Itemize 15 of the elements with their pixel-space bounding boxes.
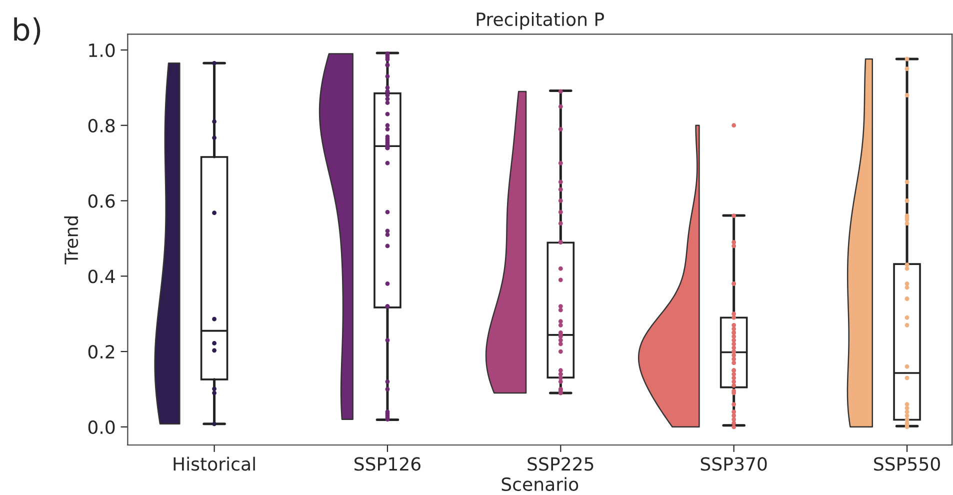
y-tick-label: 0.2 — [88, 344, 114, 359]
x-tick-label: SSP370 — [700, 457, 767, 471]
y-tick-label: 0.4 — [88, 270, 115, 284]
x-tick-label: SSP550 — [874, 457, 940, 471]
x-tick-label: SSP126 — [354, 457, 420, 471]
y-tick-label: 1.0 — [89, 43, 115, 58]
chart-title: Precipitation P — [476, 12, 604, 30]
x-tick-label: Historical — [174, 456, 255, 471]
y-tick-label: 0.6 — [88, 194, 115, 208]
y-tick-label: 0.0 — [88, 420, 115, 434]
y-tick-label: 0.8 — [88, 118, 115, 132]
x-axis-title: Scenario — [502, 477, 578, 492]
y-axis-title: Trend — [64, 216, 78, 264]
x-tick-label: SSP225 — [528, 457, 594, 471]
text: b) — [14, 17, 40, 45]
